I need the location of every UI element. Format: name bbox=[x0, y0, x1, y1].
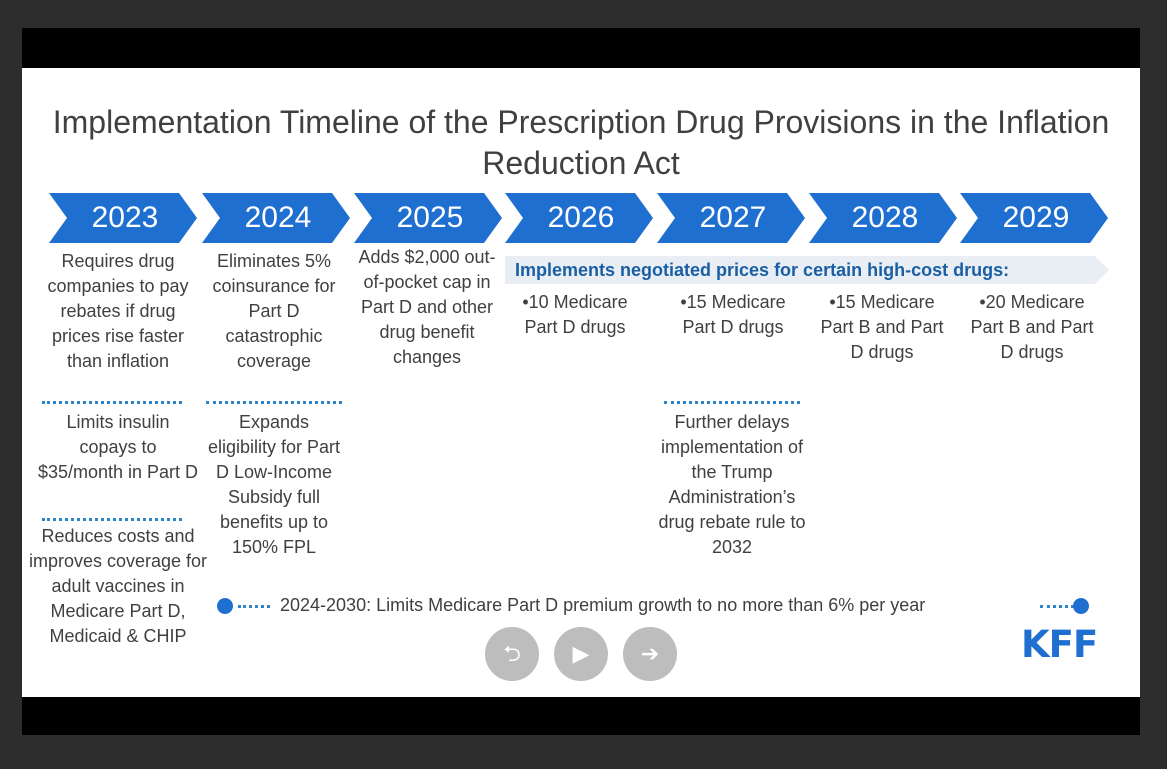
year-arrow-2025: 2025 bbox=[354, 193, 502, 243]
provision-2023-vaccines: Reduces costs and improves coverage for … bbox=[28, 526, 208, 646]
negotiation-2029: •20 Medicare Part B and Part D drugs bbox=[970, 292, 1094, 362]
divider bbox=[42, 401, 182, 404]
provision-2024-lis: Expands eligibility for Part D Low-Incom… bbox=[207, 412, 341, 557]
provision-2025-cap: Adds $2,000 out-of-pocket cap in Part D … bbox=[358, 247, 496, 367]
negotiation-header: Implements negotiated prices for certain… bbox=[515, 260, 1010, 280]
line-dots-left bbox=[238, 605, 270, 608]
year-label: 2024 bbox=[244, 201, 312, 234]
negotiation-banner: Implements negotiated prices for certain… bbox=[505, 256, 1109, 284]
negotiation-2027: •15 Medicare Part D drugs bbox=[680, 292, 786, 337]
play-button[interactable]: ▶ bbox=[554, 627, 608, 681]
year-label: 2023 bbox=[91, 201, 159, 234]
year-label: 2027 bbox=[699, 201, 767, 234]
kff-logo: KFF bbox=[1021, 623, 1098, 666]
divider bbox=[664, 401, 800, 404]
slide: Implementation Timeline of the Prescript… bbox=[22, 68, 1140, 697]
year-label: 2026 bbox=[547, 201, 615, 234]
letterbox-bottom bbox=[22, 697, 1140, 735]
letterbox-top bbox=[22, 28, 1140, 68]
line-dots-right bbox=[1040, 605, 1074, 608]
year-label: 2028 bbox=[851, 201, 919, 234]
premium-growth-text: 2024-2030: Limits Medicare Part D premiu… bbox=[280, 595, 926, 615]
provision-2023-insulin: Limits insulin copays to $35/month in Pa… bbox=[37, 412, 199, 482]
provision-2023-rebates: Requires drug companies to pay rebates i… bbox=[47, 251, 189, 371]
provision-2027-rebate-rule: Further delays implementation of the Tru… bbox=[658, 412, 806, 557]
next-button[interactable]: ➔ bbox=[623, 627, 677, 681]
divider bbox=[206, 401, 342, 404]
previous-button[interactable]: ⮌ bbox=[485, 627, 539, 681]
year-label: 2029 bbox=[1002, 201, 1070, 234]
line-start-dot bbox=[217, 598, 233, 614]
premium-growth-line: 2024-2030: Limits Medicare Part D premiu… bbox=[212, 593, 1102, 617]
slide-title: Implementation Timeline of the Prescript… bbox=[52, 104, 1110, 181]
year-arrow-2024: 2024 bbox=[202, 193, 350, 243]
year-arrow-2023: 2023 bbox=[49, 193, 197, 243]
year-arrow-2029: 2029 bbox=[960, 193, 1108, 243]
year-arrow-2028: 2028 bbox=[809, 193, 957, 243]
year-label: 2025 bbox=[396, 201, 464, 234]
divider bbox=[42, 518, 182, 521]
year-arrow-2026: 2026 bbox=[505, 193, 653, 243]
provision-2024-coinsurance: Eliminates 5% coinsurance for Part D cat… bbox=[212, 251, 336, 371]
year-arrow-2027: 2027 bbox=[657, 193, 805, 243]
negotiation-2028: •15 Medicare Part B and Part D drugs bbox=[820, 292, 944, 362]
line-end-dot bbox=[1073, 598, 1089, 614]
negotiation-2026: •10 Medicare Part D drugs bbox=[522, 292, 628, 337]
